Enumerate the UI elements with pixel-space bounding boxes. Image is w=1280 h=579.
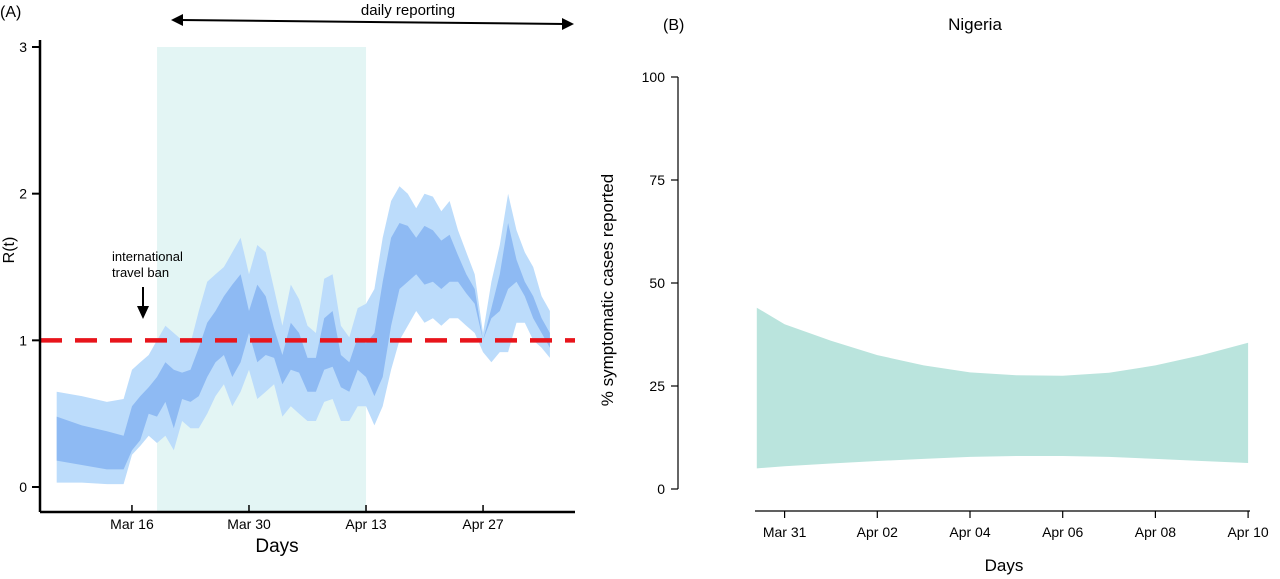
panel-a-x-tick-label: Apr 27 [462,516,503,532]
panel-a-x-tick-label: Mar 30 [227,516,271,532]
panel-b-y-axis: 0 25 50 75 100 [642,69,679,497]
panel-b-x-tick-label: Apr 08 [1135,524,1176,540]
panel-b-x-tick-label: Apr 02 [857,524,898,540]
panel-a: (A) 0 1 2 3 Mar 16 Mar 30 Apr 13 Apr 27 Days R… [0,2,575,557]
daily-reporting-annotation: daily reporting [361,2,455,19]
panel-a-x-tick-label: Apr 13 [345,516,386,532]
panel-b-y-tick-label: 0 [657,481,665,497]
travel-ban-annotation-line-2: travel ban [112,265,169,280]
panel-a-bands [56,186,550,485]
panel-a-x-axis: Mar 16 Mar 30 Apr 13 Apr 27 [40,505,575,532]
panel-b-x-tick-label: Mar 31 [763,524,807,540]
panel-b-y-axis-title: % symptomatic cases reported [598,174,617,406]
panel-b-x-axis: Mar 31 Apr 02 Apr 04 Apr 06 Apr 08 Apr 10 [755,510,1269,540]
panel-b-y-tick-label: 75 [649,172,665,188]
reporting-band [756,307,1249,469]
panel-b-x-tick-label: Apr 04 [949,524,990,540]
panel-a-y-tick-label: 1 [19,332,27,348]
travel-ban-annotation-line-1: international [112,249,183,264]
travel-ban-arrow [137,287,149,319]
rt-band-inner [56,223,550,470]
panel-b-x-axis-title: Days [985,556,1024,575]
panel-b-y-tick-label: 50 [649,275,665,291]
panel-b: (B) Nigeria 0 25 50 75 100 Mar 31 Apr 02 Apr 0… [598,15,1269,575]
panel-a-label: (A) [0,4,21,21]
panel-a-y-axis-title: R(t) [1,237,18,264]
panel-b-x-tick-label: Apr 06 [1042,524,1083,540]
panel-b-title: Nigeria [948,15,1002,34]
panel-a-x-axis-title: Days [255,536,298,557]
panel-a-y-tick-label: 0 [19,479,27,495]
panel-b-y-tick-label: 100 [642,69,666,85]
daily-reporting-arrow [171,14,574,30]
panel-a-y-tick-label: 3 [19,39,27,55]
panel-a-x-tick-label: Mar 16 [110,516,154,532]
panel-a-y-tick-label: 2 [19,186,27,202]
panel-b-label: (B) [663,17,684,34]
panel-b-x-tick-label: Apr 10 [1227,524,1268,540]
panel-a-y-axis: 0 1 2 3 [19,39,42,512]
panel-b-y-tick-label: 25 [649,378,665,394]
panel-b-bands [756,307,1249,469]
